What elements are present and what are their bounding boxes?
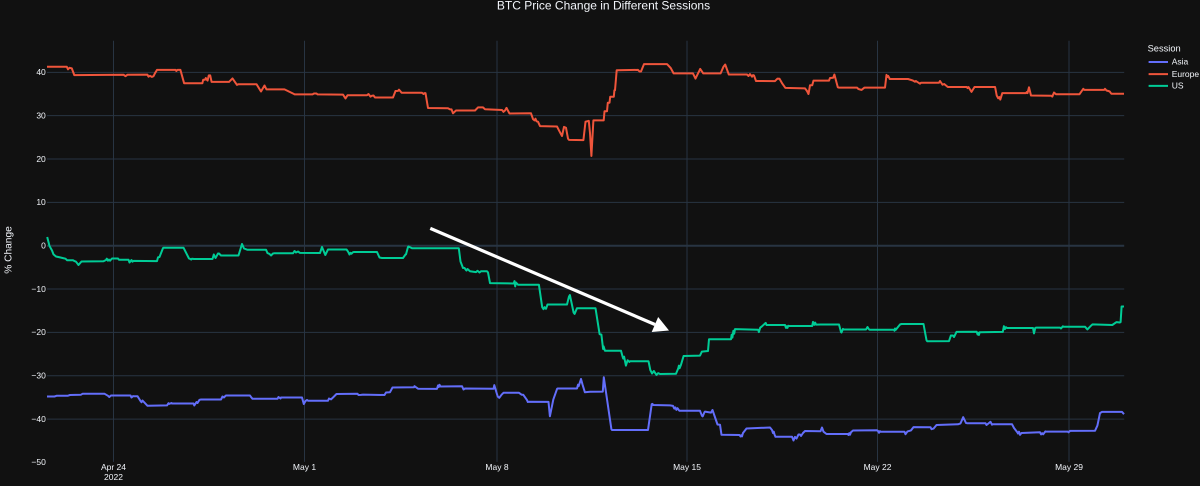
svg-text:−50: −50 [31, 457, 46, 467]
svg-text:Apr 24: Apr 24 [101, 462, 126, 472]
svg-text:Asia: Asia [1172, 57, 1189, 67]
svg-text:30: 30 [36, 110, 46, 120]
svg-text:−40: −40 [31, 414, 46, 424]
svg-text:0: 0 [41, 240, 46, 250]
svg-text:−10: −10 [31, 284, 46, 294]
svg-text:10: 10 [36, 197, 46, 207]
svg-text:May 29: May 29 [1055, 462, 1083, 472]
svg-text:% Change: % Change [4, 226, 15, 274]
svg-text:20: 20 [36, 154, 46, 164]
svg-text:Europe: Europe [1172, 69, 1200, 79]
svg-text:40: 40 [36, 67, 46, 77]
svg-text:BTC Price Change in Different: BTC Price Change in Different Sessions [497, 0, 710, 13]
svg-text:May 15: May 15 [673, 462, 701, 472]
svg-text:2022: 2022 [104, 472, 123, 482]
svg-text:May 8: May 8 [485, 462, 508, 472]
svg-text:May 22: May 22 [864, 462, 892, 472]
svg-text:−30: −30 [31, 370, 46, 380]
svg-text:Session: Session [1148, 44, 1181, 54]
svg-text:−20: −20 [31, 327, 46, 337]
svg-text:May 1: May 1 [293, 462, 316, 472]
svg-text:US: US [1172, 81, 1184, 91]
